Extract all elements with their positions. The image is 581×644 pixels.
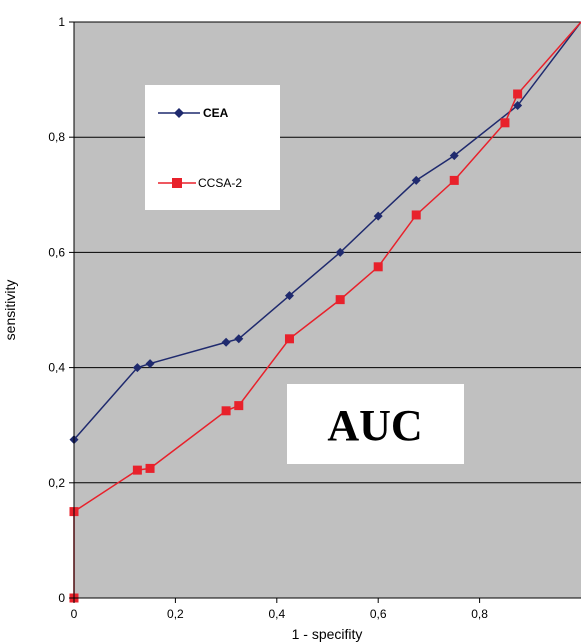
x-axis-title: 1 - specifity [292, 626, 363, 642]
point-ccsa2-6 [284, 334, 294, 344]
auc-annotation: AUC [287, 384, 464, 464]
point-ccsa2-3 [145, 463, 155, 473]
legend-ccsa2-marker [172, 178, 182, 188]
x-tick-label-1: 0,2 [167, 607, 184, 621]
legend-cea-marker [174, 108, 184, 118]
point-cea-3 [221, 337, 231, 347]
y-tick-label-5: 1 [58, 15, 65, 29]
point-cea-7 [373, 211, 383, 221]
tick-labels: 0 0,2 0,4 0,6 0,8 1 0 0,2 0,4 0,6 0,8 [48, 15, 488, 621]
point-ccsa2-11 [500, 118, 510, 128]
point-ccsa2-7 [335, 295, 345, 305]
point-cea-2 [145, 359, 155, 369]
point-ccsa2-10 [449, 175, 459, 185]
legend-ccsa2-label: CCSA-2 [198, 176, 242, 190]
auc-box [287, 384, 464, 464]
y-tick-label-1: 0,2 [48, 476, 65, 490]
point-cea-5 [284, 291, 294, 301]
point-ccsa2-12 [513, 89, 523, 99]
auc-label: AUC [327, 401, 422, 450]
y-tick-label-3: 0,6 [48, 245, 65, 259]
point-ccsa2-4 [221, 406, 231, 416]
point-cea-9 [449, 151, 459, 161]
x-tick-label-3: 0,6 [370, 607, 387, 621]
y-tick-label-0: 0 [58, 591, 65, 605]
point-ccsa2-5 [234, 401, 244, 411]
y-axis-title: sensitivity [2, 280, 18, 341]
point-ccsa2-9 [411, 210, 421, 220]
x-tick-label-4: 0,8 [471, 607, 488, 621]
point-cea-1 [132, 363, 142, 373]
x-tick-label-2: 0,4 [268, 607, 285, 621]
legend: CEA CCSA-2 [145, 85, 280, 210]
point-cea-6 [335, 247, 345, 257]
point-cea-4 [234, 334, 244, 344]
point-ccsa2-2 [132, 465, 142, 475]
y-tick-label-4: 0,8 [48, 130, 65, 144]
legend-cea-label: CEA [203, 106, 229, 120]
point-cea-8 [411, 175, 421, 185]
axes [73, 22, 581, 599]
y-tick-label-2: 0,4 [48, 361, 65, 375]
point-cea-10 [513, 101, 523, 111]
point-ccsa2-8 [373, 262, 383, 272]
x-tick-label-0: 0 [71, 607, 78, 621]
legend-box [145, 85, 280, 210]
